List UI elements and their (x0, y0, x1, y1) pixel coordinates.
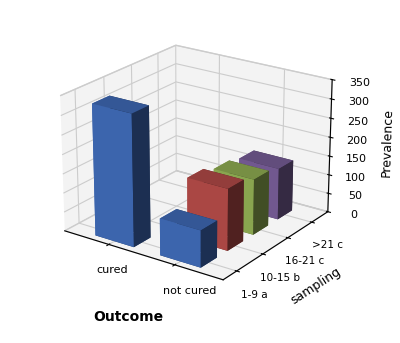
Text: Outcome: Outcome (93, 310, 164, 324)
Y-axis label: sampling: sampling (288, 265, 343, 307)
